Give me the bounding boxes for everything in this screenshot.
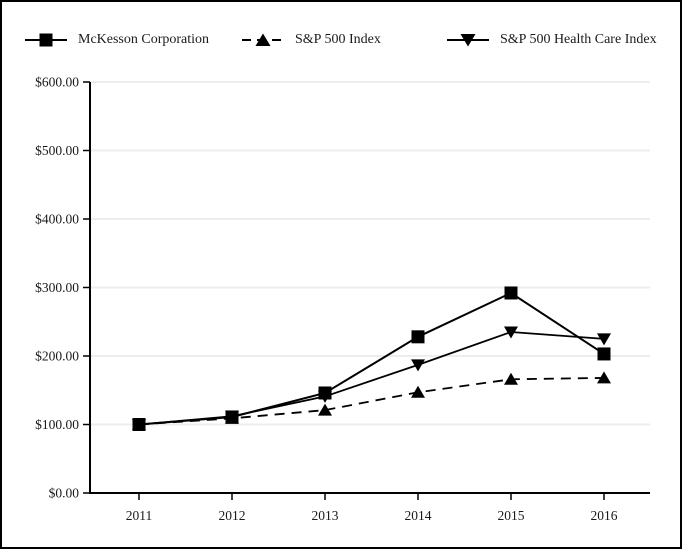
triangle-down-marker-icon xyxy=(597,333,611,346)
triangle-up-marker-icon xyxy=(411,385,425,398)
triangle-down-marker-solid-line-icon xyxy=(447,34,489,47)
x-tick-label: 2013 xyxy=(312,508,339,523)
legend-item-sp500-healthcare: S&P 500 Health Care Index xyxy=(447,32,657,48)
legend-label-sp500-healthcare: S&P 500 Health Care Index xyxy=(500,32,657,47)
square-marker-icon xyxy=(225,410,239,424)
y-tick-label: $200.00 xyxy=(35,349,79,364)
y-tick-label: $300.00 xyxy=(35,280,79,295)
triangle-up-marker-icon xyxy=(318,403,332,416)
x-tick-label: 2016 xyxy=(591,508,618,523)
y-tick-label: $600.00 xyxy=(35,75,79,90)
y-tick-label: $0.00 xyxy=(49,486,80,501)
square-marker-icon xyxy=(597,347,611,361)
x-axis-ticks-labels: 2011 2012 2013 2014 2015 2016 xyxy=(126,493,618,523)
gridlines xyxy=(90,81,650,426)
y-tick-label: $500.00 xyxy=(35,143,79,158)
square-marker-icon xyxy=(411,330,425,344)
triangle-up-marker-dashed-line-icon xyxy=(242,33,284,46)
series-line xyxy=(138,377,605,426)
x-tick-label: 2012 xyxy=(219,508,246,523)
y-tick-label: $400.00 xyxy=(35,212,79,227)
square-marker-icon xyxy=(132,418,146,431)
x-tick-label: 2015 xyxy=(498,508,525,523)
square-marker-icon xyxy=(318,386,332,400)
legend: McKesson Corporation S&P 500 Index S&P 5… xyxy=(2,2,680,62)
series-s-p-500-health-care-index xyxy=(132,326,611,431)
triangle-down-marker-icon xyxy=(504,326,518,339)
y-axis-ticks-labels: $0.00 $100.00 $200.00 $300.00 $400.00 $500.00… xyxy=(35,75,90,501)
x-tick-label: 2014 xyxy=(405,508,432,523)
triangle-up-marker-icon xyxy=(504,372,518,385)
square-marker-icon xyxy=(504,286,518,300)
triangle-up-marker-icon xyxy=(597,371,611,384)
legend-label-mckesson: McKesson Corporation xyxy=(78,32,210,47)
series-line xyxy=(138,291,605,426)
square-marker-solid-line-icon xyxy=(25,33,67,47)
legend-item-mckesson: McKesson Corporation xyxy=(25,32,209,48)
x-tick-label: 2011 xyxy=(126,508,153,523)
legend-item-sp500: S&P 500 Index xyxy=(242,32,381,48)
series-mckesson-corporation xyxy=(132,286,611,431)
triangle-down-marker-icon xyxy=(411,359,425,372)
y-tick-label: $100.00 xyxy=(35,417,79,432)
legend-label-sp500: S&P 500 Index xyxy=(295,32,381,47)
